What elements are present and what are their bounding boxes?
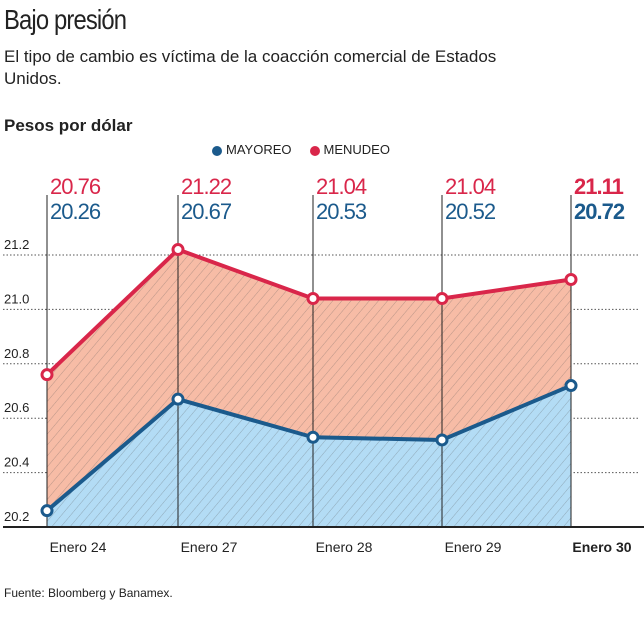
x-tick-label: Enero 29 — [445, 539, 502, 555]
mayoreo-point — [40, 504, 54, 518]
mayoreo-value-label: 20.52 — [445, 199, 496, 224]
y-tick-label: 20.2 — [4, 509, 29, 524]
x-tick-label: Enero 24 — [50, 539, 107, 555]
mayoreo-point — [306, 430, 320, 444]
legend: MAYOREO MENUDEO — [212, 142, 390, 157]
legend-label: MENUDEO — [323, 142, 390, 157]
menudeo-value-label: 21.04 — [316, 174, 367, 199]
mayoreo-point — [171, 392, 185, 406]
source-note: Fuente: Bloomberg y Banamex. — [4, 586, 173, 600]
legend-item-menudeo: MENUDEO — [309, 142, 390, 157]
mayoreo-point — [564, 379, 578, 393]
menudeo-point — [564, 272, 578, 286]
mayoreo-value-label: 20.67 — [181, 199, 232, 224]
mayoreo-value-label: 20.53 — [316, 199, 367, 224]
menudeo-value-label: 21.04 — [445, 174, 496, 199]
menudeo-value-label: 21.22 — [181, 174, 232, 199]
legend-swatch — [212, 145, 222, 156]
mayoreo-value-label: 20.26 — [50, 199, 101, 224]
menudeo-point — [435, 292, 449, 306]
y-tick-label: 20.4 — [4, 455, 29, 470]
y-tick-label: 21.0 — [4, 291, 29, 306]
x-tick-label: Enero 28 — [316, 539, 373, 555]
y-tick-label: 20.6 — [4, 400, 29, 415]
menudeo-value-label: 20.76 — [50, 174, 101, 199]
menudeo-value-label: 21.11 — [574, 174, 624, 199]
legend-swatch — [309, 145, 320, 156]
y-tick-label: 20.8 — [4, 346, 29, 361]
x-tick-label: Enero 30 — [572, 539, 631, 555]
chart-title: Bajo presión — [4, 4, 127, 35]
menudeo-point — [40, 368, 54, 382]
mayoreo-value-label: 20.72 — [574, 199, 625, 224]
chart-subtitle: El tipo de cambio es víctima de la coacc… — [4, 47, 497, 88]
unit-label: Pesos por dólar — [4, 116, 133, 135]
legend-item-mayoreo: MAYOREO — [212, 142, 292, 157]
legend-label: MAYOREO — [226, 142, 292, 157]
mayoreo-point — [435, 433, 449, 447]
menudeo-point — [306, 292, 320, 306]
x-tick-label: Enero 27 — [181, 539, 238, 555]
menudeo-point — [171, 243, 185, 257]
y-tick-label: 21.2 — [4, 237, 29, 252]
